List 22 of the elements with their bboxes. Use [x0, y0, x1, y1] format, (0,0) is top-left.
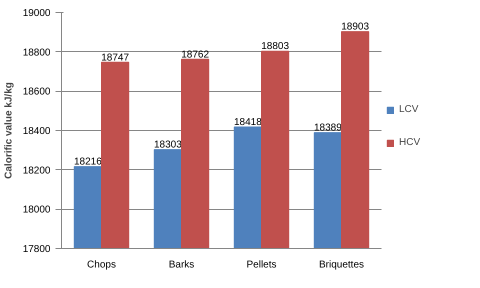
data-label: 18903 [341, 22, 370, 33]
y-tick-label: 18800 [22, 47, 51, 58]
data-label: 18762 [181, 49, 210, 60]
data-label: 18418 [234, 116, 262, 128]
data-label: 18216 [74, 156, 102, 168]
y-tick-label: 18200 [22, 165, 51, 176]
data-label: 18747 [101, 52, 130, 64]
y-tick-label: 18000 [22, 204, 51, 216]
data-label: 18389 [314, 122, 342, 134]
x-tick-label: Chops [87, 260, 116, 270]
legend-label: HCV [399, 137, 420, 148]
legend-label: LCV [399, 104, 419, 115]
x-tick-label: Briquettes [318, 260, 364, 270]
x-tick-label: Barks [168, 260, 194, 270]
data-label: 18303 [154, 140, 182, 151]
y-tick-label: 17800 [22, 244, 51, 255]
y-tick-label: 18400 [22, 126, 51, 137]
y-axis-title: Calorific value kJ/kg [4, 82, 15, 179]
y-tick-label: 18600 [22, 86, 51, 98]
y-tick-label: 19000 [22, 8, 51, 19]
x-tick-label: Pellets [246, 260, 277, 270]
data-label: 18803 [261, 41, 290, 52]
